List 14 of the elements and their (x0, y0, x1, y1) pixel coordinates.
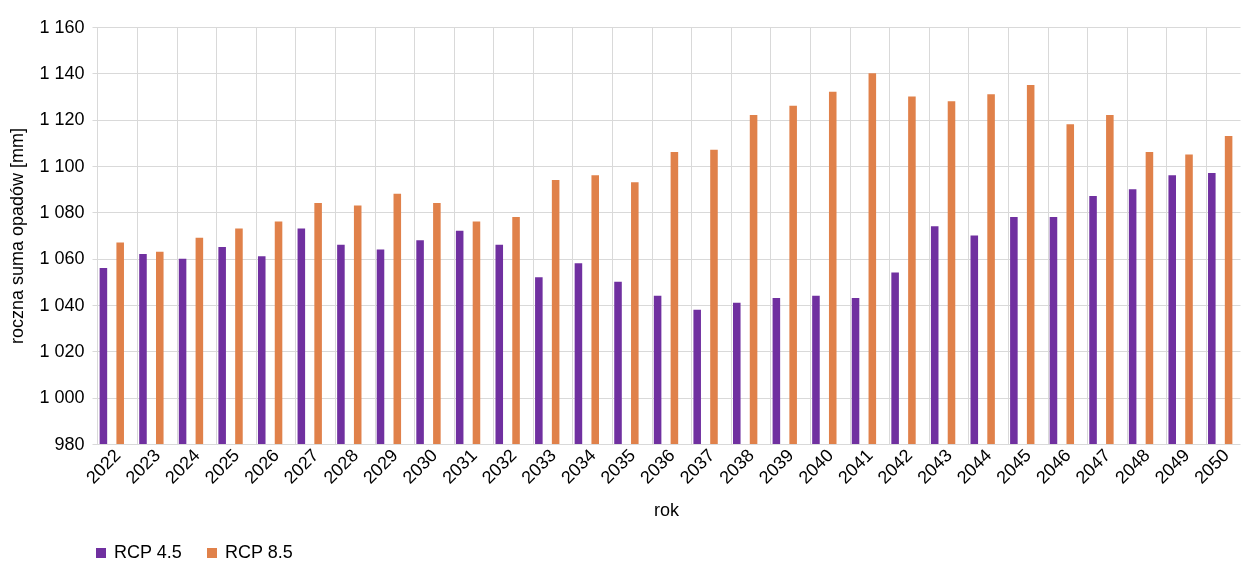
y-tick-label: 980 (54, 433, 85, 454)
legend-label: RCP 8.5 (225, 542, 293, 562)
legend-label: RCP 4.5 (114, 542, 182, 562)
y-axis-title: roczna suma opadów [mm] (7, 127, 28, 345)
y-tick-label: 1 000 (39, 387, 85, 408)
y-tick-label: 1 140 (39, 62, 85, 83)
x-axis-title: rok (653, 499, 680, 520)
y-tick-label: 1 120 (39, 109, 85, 130)
y-tick-label: 1 080 (39, 201, 85, 222)
y-tick-label: 1 020 (39, 340, 85, 361)
y-tick-label: 1 040 (39, 294, 85, 315)
y-tick-label: 1 100 (39, 155, 85, 176)
y-tick-label: 1 160 (39, 16, 85, 37)
y-tick-label: 1 060 (39, 248, 85, 269)
